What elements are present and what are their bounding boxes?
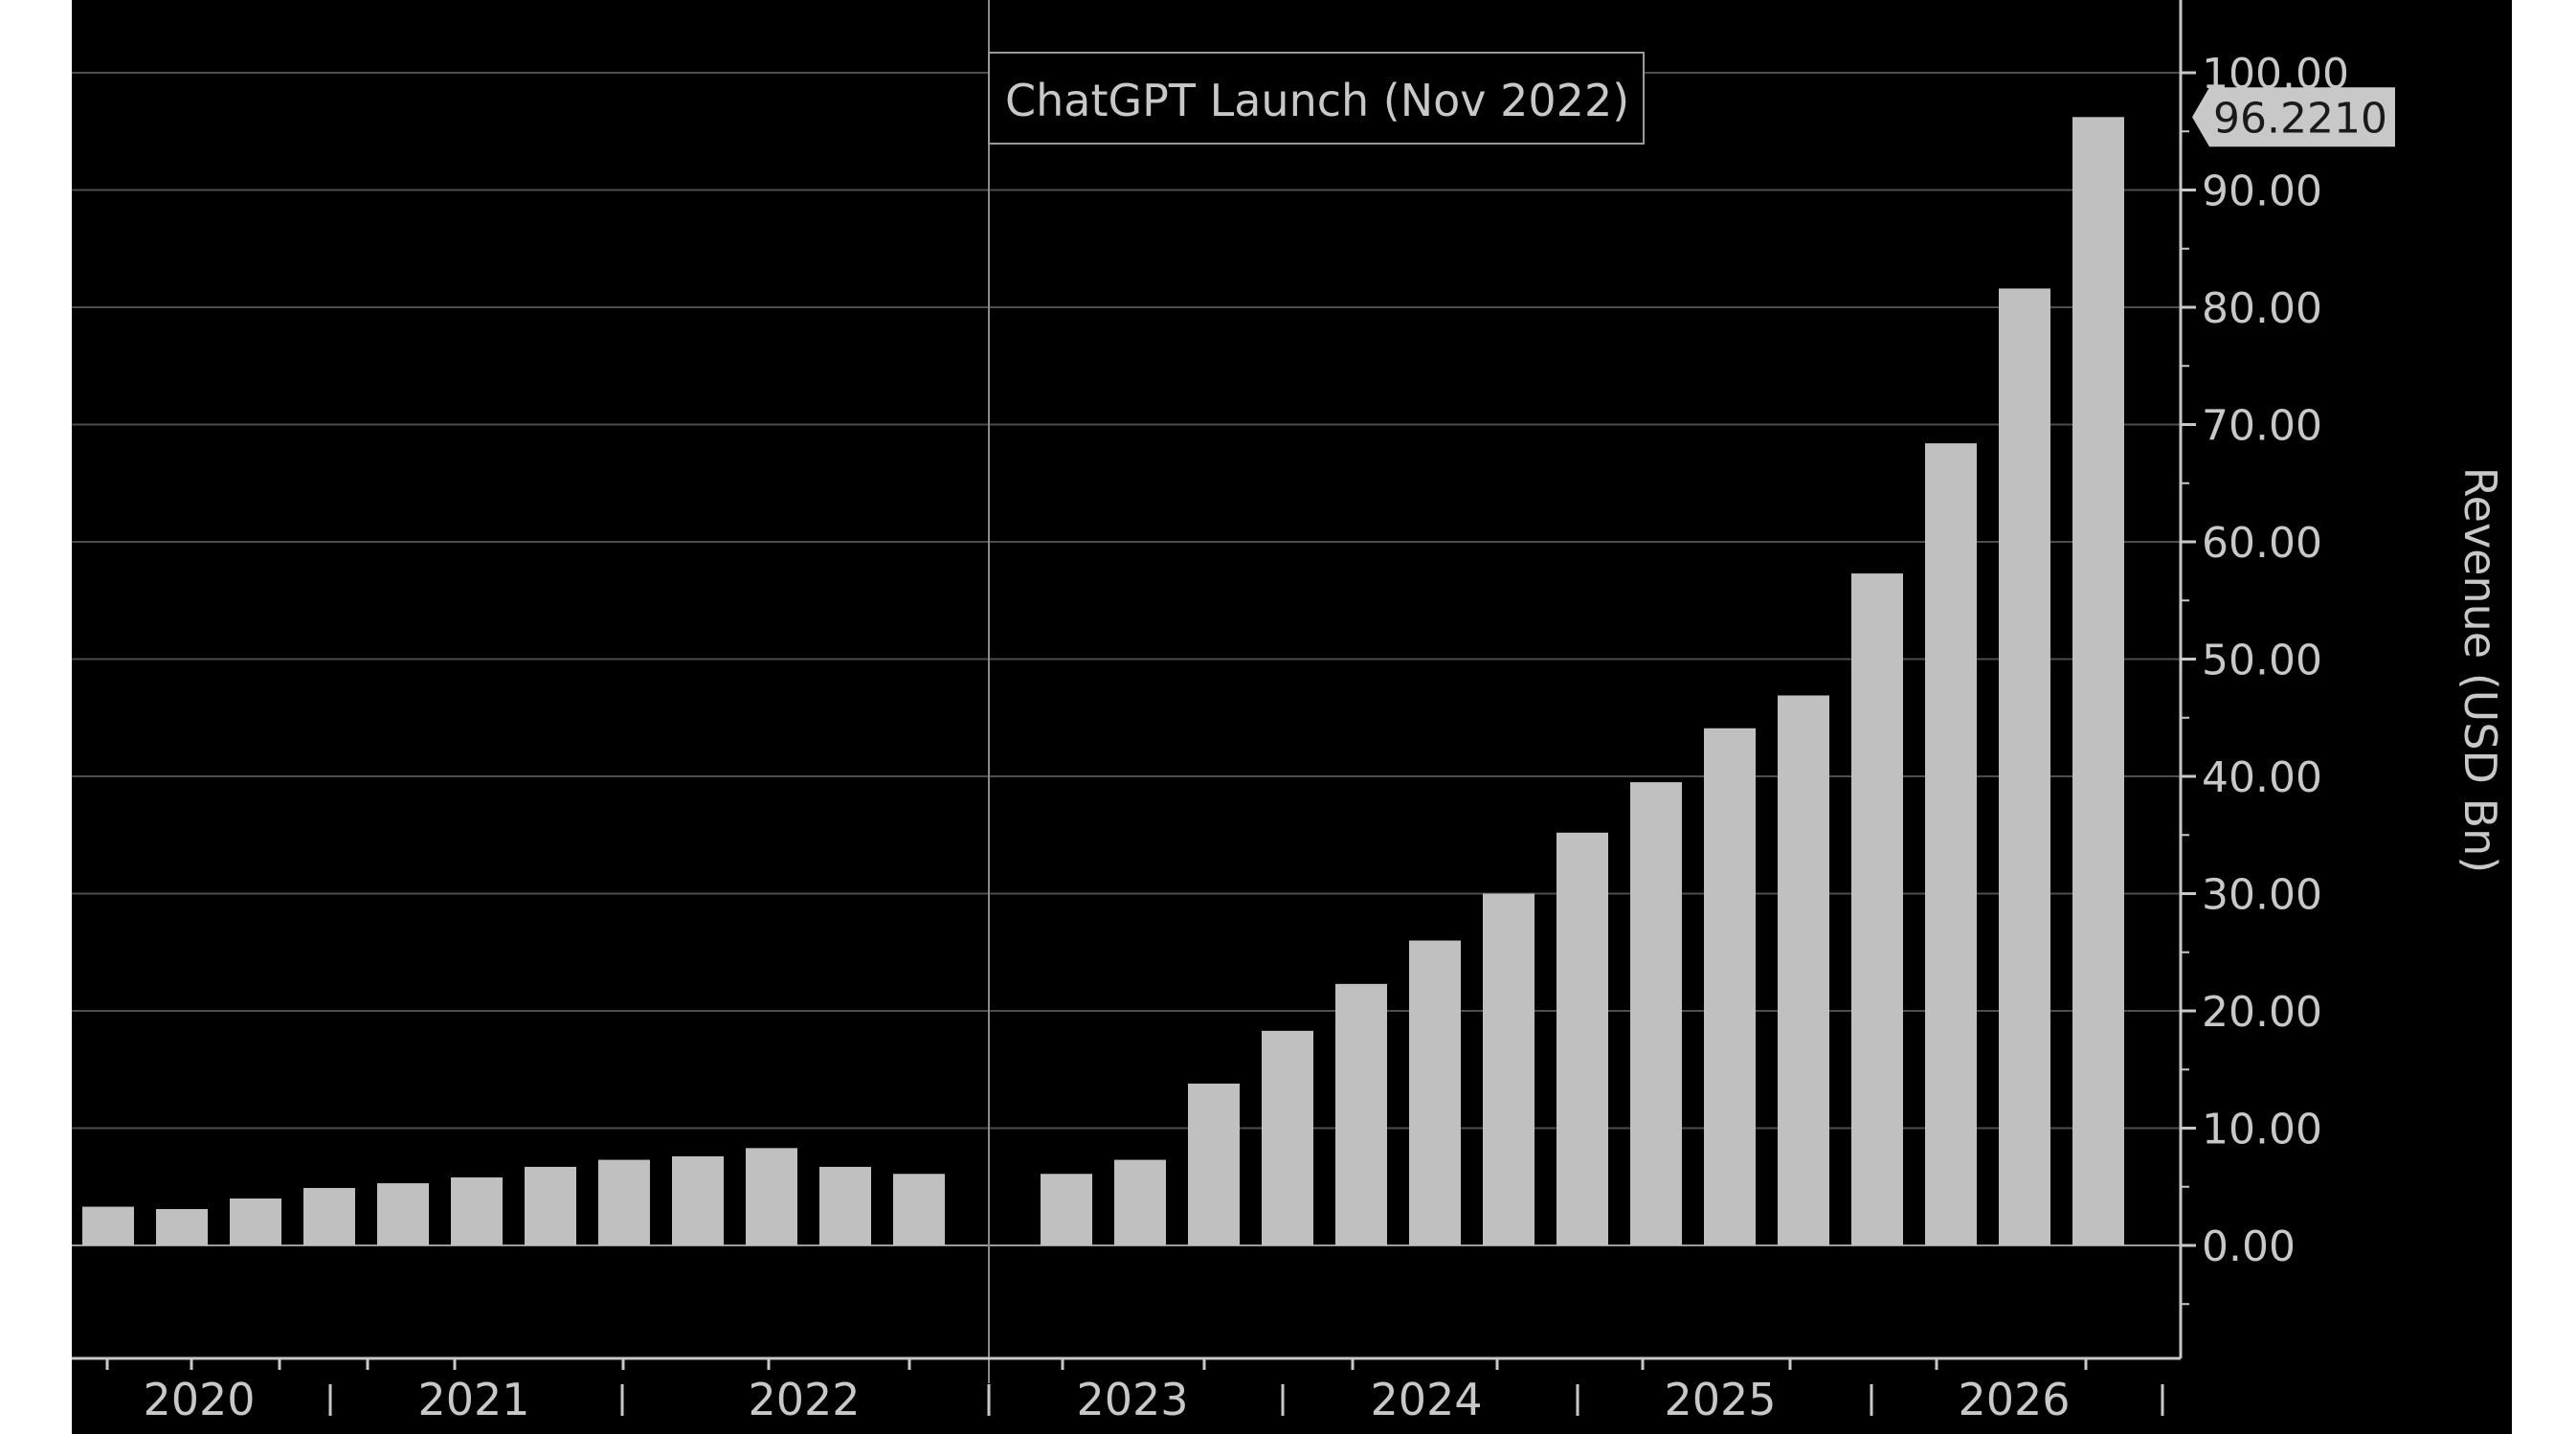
bar [1262, 1030, 1313, 1245]
bar [1041, 1174, 1092, 1245]
y-tick-label: 70.00 [2202, 402, 2322, 451]
x-year-label: 2022 [748, 1374, 860, 1425]
y-tick-label: 60.00 [2202, 519, 2322, 568]
bar [1409, 940, 1461, 1245]
bar [1188, 1083, 1240, 1245]
bar [1483, 893, 1534, 1245]
bar [1704, 728, 1756, 1245]
chatgpt-launch-annotation: ChatGPT Launch (Nov 2022) [988, 52, 1645, 145]
bar [1999, 288, 2050, 1245]
bar [819, 1166, 871, 1245]
y-axis-title: Revenue (USD Bn) [2454, 467, 2506, 873]
bar [377, 1183, 429, 1245]
y-tick-label: 30.00 [2202, 871, 2322, 920]
bar [525, 1166, 576, 1245]
bars [82, 117, 2124, 1246]
revenue-bar-chart: 0.00 10.00 20.00 30.00 40.00 50.00 60.00 70.00 8… [72, 0, 2506, 1425]
y-tick-label: 90.00 [2202, 168, 2322, 216]
annotation-label: ChatGPT Launch (Nov 2022) [1005, 75, 1629, 126]
last-value-label: 96.2210 [2213, 94, 2387, 143]
bar [672, 1155, 724, 1245]
y-tick-label: 50.00 [2202, 637, 2322, 685]
x-year-label: 2023 [1076, 1374, 1188, 1425]
bar [746, 1148, 797, 1245]
chart-frame: 0.00 10.00 20.00 30.00 40.00 50.00 60.00 70.00 8… [72, 0, 2512, 1434]
y-tick-label: 80.00 [2202, 284, 2322, 333]
annotation-box [988, 52, 1645, 145]
x-year-label: 2024 [1370, 1374, 1482, 1425]
x-year-label: 2021 [417, 1374, 529, 1425]
bar [230, 1199, 281, 1245]
labels: 0.00 10.00 20.00 30.00 40.00 50.00 60.00 70.00 8… [143, 50, 2395, 1425]
bar [1630, 782, 1682, 1245]
bar [1557, 832, 1608, 1245]
bar [1925, 443, 1977, 1246]
bar [82, 1206, 134, 1245]
y-tick-label: 40.00 [2202, 753, 2322, 802]
last-value-box [2192, 87, 2395, 147]
y-tick-label: 10.00 [2202, 1106, 2322, 1154]
bar [303, 1187, 355, 1245]
bar [1851, 573, 1903, 1245]
bar [1335, 983, 1387, 1245]
x-year-label: 2026 [1958, 1374, 2070, 1425]
bar [2072, 117, 2124, 1246]
bar [598, 1159, 650, 1245]
bar [1778, 695, 1829, 1245]
x-year-label: 2020 [143, 1374, 255, 1425]
y-tick-label: 20.00 [2202, 988, 2322, 1037]
gridlines [72, 0, 2181, 1383]
y-tick-label: 0.00 [2202, 1222, 2296, 1271]
bar [1114, 1159, 1166, 1245]
bar [451, 1176, 503, 1245]
last-value-callout: 96.2210 [2192, 87, 2395, 147]
x-year-label: 2025 [1664, 1374, 1776, 1425]
axes [72, 0, 2196, 1416]
bar [156, 1209, 208, 1245]
bar [893, 1174, 945, 1245]
